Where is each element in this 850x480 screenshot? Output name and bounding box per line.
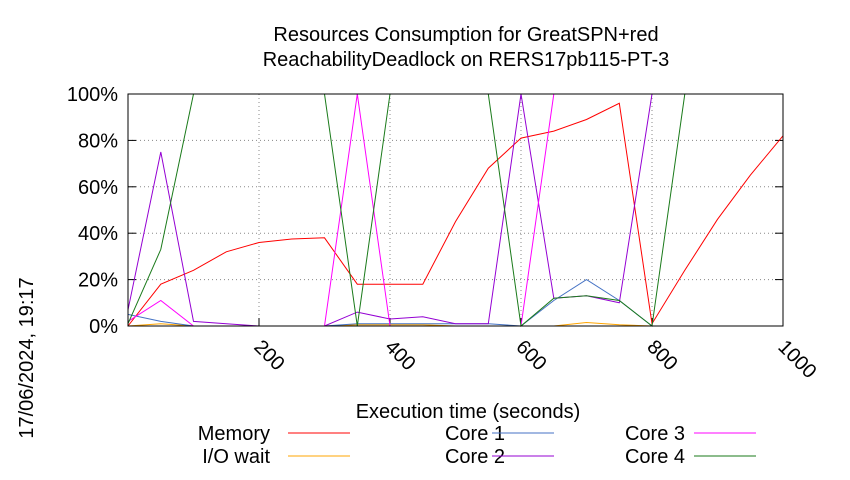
series-line-memory	[127, 102, 784, 327]
y-tick-label: 0%	[89, 316, 118, 338]
y-tick-label: 40%	[78, 223, 118, 245]
x-axis-label: Execution time (seconds)	[356, 401, 581, 423]
series-line-core-4	[127, 93, 783, 327]
grid	[128, 93, 784, 327]
x-tick-label: 600	[511, 336, 550, 375]
legend: Memory Core 1 Core 3 I/O wait Core 2 Core 4	[198, 423, 756, 468]
x-tick-label: 800	[642, 336, 681, 375]
y-tick-label: 60%	[78, 177, 118, 199]
series-lines	[127, 93, 784, 327]
chart-title-line2: ReachabilityDeadlock on RERS17pb115-PT-3	[263, 49, 670, 71]
legend-label: Core 4	[625, 446, 685, 468]
legend-label: Core 1	[445, 423, 505, 445]
x-tick-label: 1000	[773, 336, 820, 383]
x-tick-label: 400	[380, 336, 419, 375]
y-tick-label: 100%	[67, 84, 118, 106]
x-tick-label: 200	[249, 336, 288, 375]
y-tick-labels: 0% 20% 40% 60% 80% 100%	[67, 84, 118, 338]
legend-label: I/O wait	[202, 446, 270, 468]
timestamp-label: 17/06/2024, 19:17	[16, 277, 38, 438]
plot-frame	[127, 93, 784, 327]
series-line-core-3	[127, 93, 685, 327]
x-tick-labels: 200 400 600 800 1000	[249, 336, 820, 383]
series-line-core-2	[127, 93, 685, 327]
y-tick-label: 20%	[78, 270, 118, 292]
y-tick-label: 80%	[78, 130, 118, 152]
legend-label: Core 3	[625, 423, 685, 445]
legend-label: Core 2	[445, 446, 505, 468]
chart-title-line1: Resources Consumption for GreatSPN+red	[273, 24, 658, 46]
legend-label: Memory	[198, 423, 270, 445]
